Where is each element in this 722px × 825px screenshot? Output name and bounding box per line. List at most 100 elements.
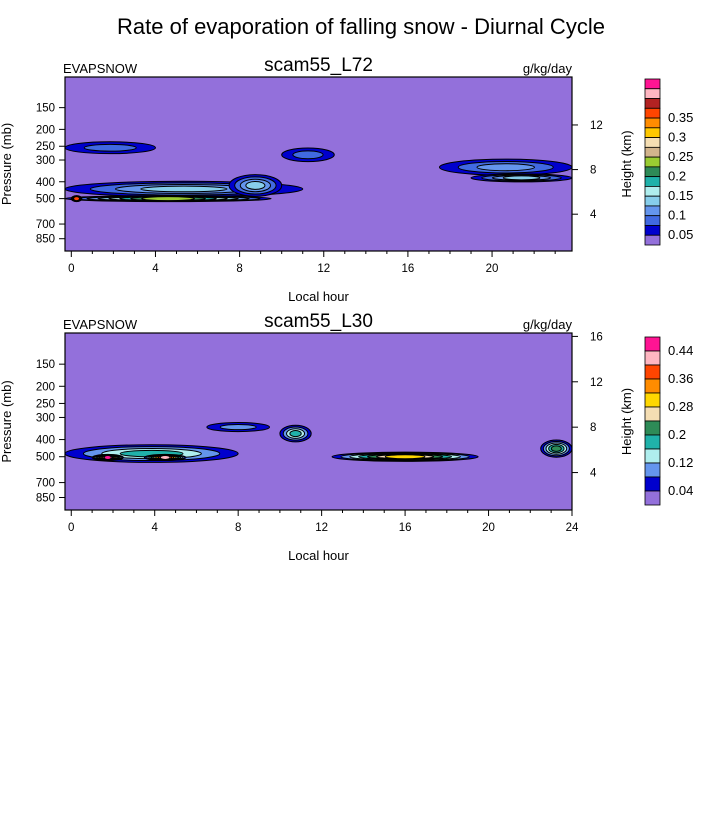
y-tick-label: 150 [36,103,55,115]
right-tick-label: 16 [590,331,603,343]
x-tick-label: 0 [68,522,74,534]
colorbar-label: 0.25 [668,149,693,164]
contour-band [502,175,541,181]
colorbar-label: 0.35 [668,110,693,125]
colorbar-cell [644,146,661,158]
colorbar-label: 0.15 [668,188,693,203]
colorbar-cell [644,420,661,436]
right-axis-label: Height (km) [619,388,634,455]
colorbar-label: 0.2 [668,169,686,184]
y-tick-label: 250 [36,141,55,153]
colorbar-label: 0.36 [668,371,693,386]
contour-band [384,454,426,460]
y-tick-label: 250 [36,398,55,410]
y-tick-label: 850 [36,234,55,246]
contour-band [103,454,112,460]
y-tick-label: 150 [36,359,55,371]
colorbar-cell [644,462,661,478]
y-tick-label: 300 [36,155,55,167]
contour-band [289,430,302,438]
contour-band [73,196,81,202]
colorbar-cell [644,88,661,99]
contour-band [245,181,266,190]
colorbar-cell [644,448,661,464]
left-label: EVAPSNOW [63,61,138,76]
x-tick-label: 12 [317,263,330,275]
contour-band [159,454,171,460]
y-tick-label: 700 [36,219,55,231]
colorbar-cell [644,107,661,119]
colorbar-cell [644,434,661,450]
units-label: g/kg/day [523,61,573,76]
colorbar-label: 0.1 [668,208,686,223]
colorbar-cell [644,176,661,187]
y-tick-label: 500 [36,194,55,206]
y-axis-label: Pressure (mb) [0,380,14,462]
colorbar-cell [644,205,661,217]
colorbar-cell [644,364,661,380]
main-title: Rate of evaporation of falling snow - Di… [117,14,605,39]
right-tick-label: 8 [590,422,596,434]
y-tick-label: 400 [36,177,55,189]
right-tick-label: 12 [590,377,603,389]
plot-frame-scam55_L30 [64,332,573,511]
x-tick-label: 16 [399,522,412,534]
colorbar-cell [644,156,661,168]
colorbar-cell [644,78,661,90]
y-axis-label: Pressure (mb) [0,123,14,205]
colorbar-cell [644,476,661,492]
colorbar-cell [644,186,661,197]
y-tick-label: 200 [36,124,55,136]
right-axis-label: Height (km) [619,130,634,197]
left-label: EVAPSNOW [63,317,138,332]
panel-title: scam55_L72 [264,55,373,76]
contour-band [83,143,137,152]
contour-band [550,445,562,452]
x-tick-label: 16 [402,263,415,275]
y-tick-label: 850 [36,493,55,505]
x-axis-label: Local hour [288,548,349,563]
units-label: g/kg/day [523,317,573,332]
colorbar-cell [644,336,661,352]
colorbar-cell [644,98,661,109]
colorbar-cell [644,166,661,178]
panel-title: scam55_L30 [264,311,373,332]
contour-band [219,423,257,431]
colorbar-cell [644,195,661,207]
x-tick-label: 8 [236,263,242,275]
y-tick-label: 500 [36,452,55,464]
contour-layer-scam55_L30 [65,422,572,463]
x-tick-label: 20 [482,522,495,534]
colorbar-cell [644,127,661,138]
colorbar-cell [644,215,661,226]
contour-band [292,150,324,160]
colorbar-label: 0.28 [668,399,693,414]
colorbar-label: 0.44 [668,343,693,358]
colorbar-cell [644,490,661,506]
x-tick-label: 24 [566,522,579,534]
colorbar-cell [644,392,661,408]
colorbar-cell [644,137,661,148]
contour-band [476,163,535,172]
x-tick-label: 4 [152,263,159,275]
plot-frame-scam55_L72 [64,76,573,252]
x-axis-label: Local hour [288,289,349,304]
x-tick-label: 0 [68,263,74,275]
colorbar-label: 0.2 [668,427,686,442]
right-tick-label: 12 [590,120,603,132]
x-tick-label: 20 [486,263,499,275]
colorbar-cell [644,225,661,236]
contour-band [141,196,195,202]
colorbar-label: 0.05 [668,227,693,242]
colorbar-cell [644,234,661,246]
contour-band [140,185,228,193]
colorbar-cell [644,378,661,394]
y-tick-label: 200 [36,381,55,393]
x-tick-label: 4 [152,522,159,534]
y-tick-label: 400 [36,435,55,447]
colorbar-cell [644,406,661,422]
plot-area-scam55_L30 [65,333,572,510]
y-tick-label: 300 [36,412,55,424]
x-tick-label: 8 [235,522,241,534]
